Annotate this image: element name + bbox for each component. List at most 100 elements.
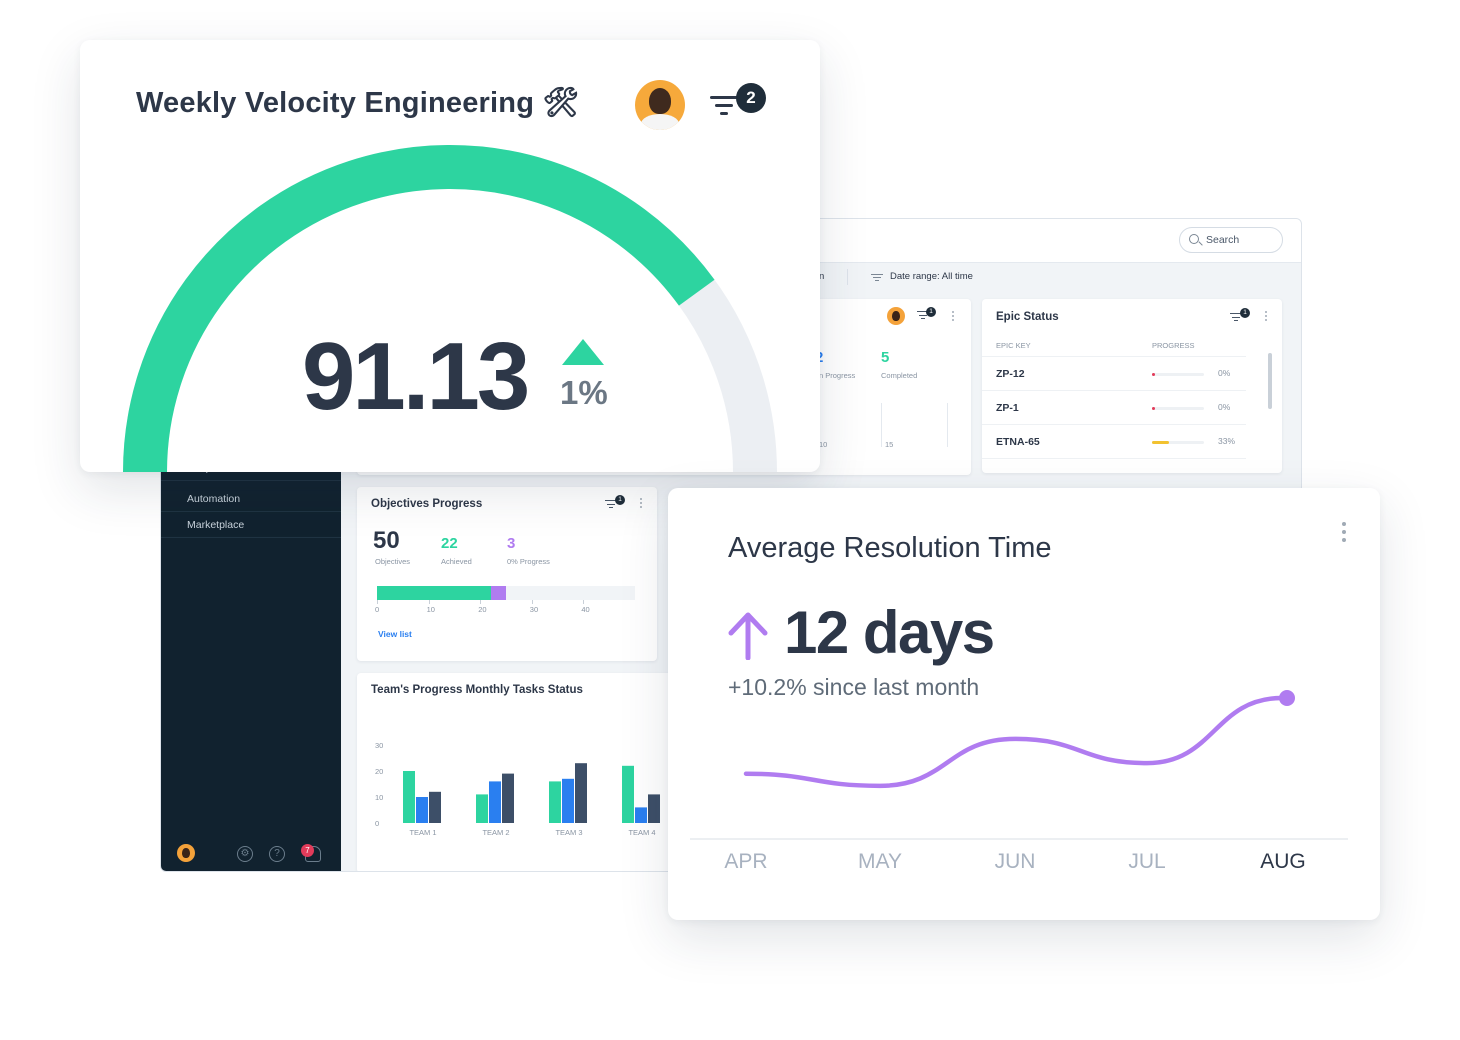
y-tick-label: 20 xyxy=(375,767,383,776)
filter-icon[interactable] xyxy=(710,94,738,120)
objectives-achieved-bar xyxy=(377,586,491,600)
sidebar-item-marketplace[interactable]: Marketplace xyxy=(161,512,341,538)
bar xyxy=(562,778,574,823)
more-options-icon[interactable] xyxy=(1342,522,1348,544)
owner-avatar[interactable] xyxy=(635,80,685,130)
epic-key: ETNA-65 xyxy=(996,436,1040,448)
epic-filter-badge: 1 xyxy=(1240,308,1250,318)
panel-filter-icon[interactable] xyxy=(917,311,931,321)
epic-progress-value: 0% xyxy=(1218,402,1231,412)
axis-tick-label: 30 xyxy=(529,605,539,614)
objectives-panel: Objectives Progress 1 50 Objectives 22 A… xyxy=(357,487,657,661)
axis-tick-15: 15 xyxy=(885,440,894,449)
bar xyxy=(476,794,488,823)
bar xyxy=(502,773,514,823)
bar xyxy=(403,771,415,823)
date-range-filter[interactable]: Date range: All time xyxy=(890,271,973,282)
epic-progress-fill xyxy=(1152,373,1155,376)
epic-progress-value: 0% xyxy=(1218,368,1231,378)
objectives-filter-badge: 1 xyxy=(615,495,625,505)
user-avatar[interactable] xyxy=(177,844,195,862)
bar xyxy=(429,791,441,823)
sidebar-item-automation[interactable]: Automation xyxy=(161,486,341,512)
objectives-in-progress-label: 0% Progress xyxy=(507,557,550,566)
bar xyxy=(575,763,587,823)
panel-avatar xyxy=(887,307,905,325)
objectives-progress-track xyxy=(377,586,635,600)
arrow-up-icon xyxy=(728,612,768,660)
bar xyxy=(489,781,501,823)
settings-gear-icon[interactable]: ⚙ xyxy=(237,846,253,862)
velocity-value: 91.13 xyxy=(302,323,530,430)
x-tick-label: TEAM 4 xyxy=(628,828,655,837)
resolution-subtitle: +10.2% since last month xyxy=(728,674,980,700)
more-options-icon[interactable] xyxy=(1264,311,1268,323)
bar xyxy=(648,794,660,823)
epic-progress-track xyxy=(1152,373,1204,376)
epic-filter-icon[interactable] xyxy=(1230,313,1244,323)
avatar-head xyxy=(649,88,671,114)
epic-progress-value: 33% xyxy=(1218,436,1236,446)
resolution-value: 12 days xyxy=(784,599,995,666)
axis-tick-label: 20 xyxy=(478,605,487,614)
panel-filter-badge: 1 xyxy=(926,307,936,317)
notification-badge: 7 xyxy=(301,844,314,857)
month-label: AUG xyxy=(1260,850,1306,873)
velocity-gauge xyxy=(123,145,777,472)
completed-label: Completed xyxy=(881,371,918,380)
epic-row[interactable]: ETNA-65 33% xyxy=(982,425,1246,459)
bar xyxy=(549,781,561,823)
axis-tick-label: 0 xyxy=(375,605,380,614)
latest-point-marker xyxy=(1279,690,1295,706)
resolution-card: Average Resolution Time 12 days +10.2% s… xyxy=(668,488,1380,920)
objectives-achieved-label: Achieved xyxy=(441,557,472,566)
team-progress-title: Team's Progress Monthly Tasks Status xyxy=(371,684,583,696)
grid-line xyxy=(947,403,948,447)
team-progress-panel: Team's Progress Monthly Tasks Status 30 2… xyxy=(357,673,687,871)
y-tick-label: 30 xyxy=(375,741,383,750)
bar xyxy=(416,797,428,823)
grid-line xyxy=(881,403,882,447)
objectives-achieved: 22 xyxy=(441,535,458,552)
help-icon[interactable]: ? xyxy=(269,846,285,862)
objectives-in-progress-bar xyxy=(490,586,506,600)
filter-count-badge: 2 xyxy=(736,83,766,113)
epic-row[interactable]: ZP-12 0% xyxy=(982,357,1246,391)
filter-bar: n Date range: All time xyxy=(341,263,1301,293)
search-input[interactable]: Search xyxy=(1179,227,1283,253)
more-options-icon[interactable] xyxy=(639,498,643,510)
axis-tick-10: 10 xyxy=(819,440,828,449)
axis-tick-mark xyxy=(480,600,482,604)
velocity-card: Weekly Velocity Engineering 🛠 2 91.13 1% xyxy=(80,40,820,472)
divider xyxy=(847,269,848,285)
trend-up-triangle-icon xyxy=(562,339,604,365)
axis-tick-mark xyxy=(428,600,430,604)
velocity-title: Weekly Velocity Engineering 🛠 xyxy=(136,87,580,119)
month-label: JUL xyxy=(1128,850,1166,873)
epic-status-panel: Epic Status 1 EPIC KEY PROGRESS ZP-12 0% Z… xyxy=(982,299,1282,473)
scrollbar-thumb[interactable] xyxy=(1268,353,1272,409)
objectives-title: Objectives Progress xyxy=(371,498,483,510)
bar xyxy=(622,765,634,823)
x-tick-label: TEAM 3 xyxy=(555,828,582,837)
divider xyxy=(982,356,1246,357)
axis-tick-label: 10 xyxy=(426,605,435,614)
x-tick-label: TEAM 1 xyxy=(409,828,436,837)
epic-progress-fill xyxy=(1152,407,1155,410)
month-label: MAY xyxy=(858,850,902,873)
search-icon xyxy=(1189,234,1199,244)
view-list-link[interactable]: View list xyxy=(378,629,412,639)
more-options-icon[interactable] xyxy=(951,311,955,323)
y-tick-label: 0 xyxy=(375,819,379,828)
sidebar-footer: ⚙ ? 7 xyxy=(161,837,341,871)
axis-tick-mark xyxy=(377,600,378,604)
epic-progress-fill xyxy=(1152,441,1170,444)
bar xyxy=(635,807,647,823)
x-tick-label: TEAM 2 xyxy=(482,828,509,837)
objectives-filter-icon[interactable] xyxy=(605,500,619,510)
epic-status-title: Epic Status xyxy=(996,311,1059,323)
epic-row[interactable]: ZP-1 0% xyxy=(982,391,1246,425)
column-header-epic-key: EPIC KEY xyxy=(996,341,1031,350)
gauge-fill xyxy=(123,145,715,472)
filter-truncated-label: n xyxy=(819,271,825,282)
